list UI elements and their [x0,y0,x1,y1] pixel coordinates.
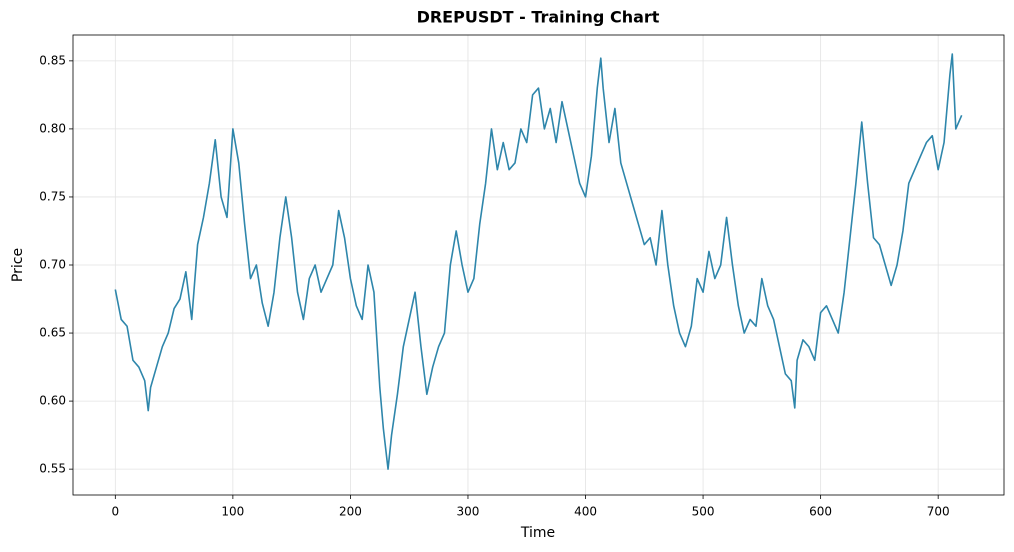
y-tick-label: 0.60 [39,394,66,408]
x-tick-label: 600 [809,505,832,519]
x-tick-label: 0 [111,505,119,519]
y-axis-label: Price [10,248,26,282]
x-tick-label: 500 [692,505,715,519]
y-tick-label: 0.55 [39,462,66,476]
x-axis-label: Time [520,525,555,541]
x-tick-label: 700 [927,505,950,519]
y-tick-label: 0.80 [39,121,66,135]
y-tick-label: 0.70 [39,258,66,272]
y-tick-label: 0.85 [39,53,66,67]
x-tick-label: 300 [457,505,480,519]
x-tick-label: 400 [574,505,597,519]
y-tick-label: 0.65 [39,326,66,340]
y-tick-label: 0.75 [39,189,66,203]
price-line [114,53,963,470]
x-tick-label: 100 [221,505,244,519]
plot-frame [72,34,1005,496]
x-tick-label: 200 [339,505,362,519]
chart-title: DREPUSDT - Training Chart [417,8,660,27]
